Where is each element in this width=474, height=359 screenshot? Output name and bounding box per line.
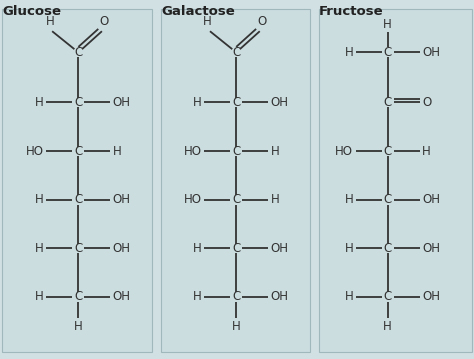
Text: C: C bbox=[383, 242, 392, 255]
FancyBboxPatch shape bbox=[319, 9, 472, 352]
Text: C: C bbox=[74, 194, 82, 206]
Text: H: H bbox=[345, 290, 353, 303]
Text: C: C bbox=[74, 290, 82, 303]
Text: OH: OH bbox=[422, 46, 440, 59]
Text: OH: OH bbox=[271, 290, 289, 303]
Text: C: C bbox=[383, 290, 392, 303]
Text: C: C bbox=[232, 145, 240, 158]
Text: Glucose: Glucose bbox=[2, 5, 61, 18]
Text: H: H bbox=[113, 145, 121, 158]
Text: H: H bbox=[193, 96, 201, 109]
Text: H: H bbox=[46, 15, 54, 28]
Text: OH: OH bbox=[113, 194, 131, 206]
Text: H: H bbox=[203, 15, 212, 28]
Text: O: O bbox=[100, 15, 109, 28]
Text: HO: HO bbox=[183, 194, 201, 206]
Text: C: C bbox=[383, 145, 392, 158]
Text: H: H bbox=[271, 194, 279, 206]
Text: H: H bbox=[383, 18, 392, 31]
Text: H: H bbox=[35, 290, 44, 303]
Text: Galactose: Galactose bbox=[161, 5, 235, 18]
Text: H: H bbox=[345, 194, 353, 206]
Text: H: H bbox=[383, 320, 392, 333]
Text: O: O bbox=[257, 15, 267, 28]
Text: H: H bbox=[271, 145, 279, 158]
Text: C: C bbox=[383, 46, 392, 59]
Text: C: C bbox=[232, 96, 240, 109]
Text: C: C bbox=[232, 242, 240, 255]
Text: H: H bbox=[345, 242, 353, 255]
FancyBboxPatch shape bbox=[161, 9, 310, 352]
Text: HO: HO bbox=[183, 145, 201, 158]
Text: H: H bbox=[345, 46, 353, 59]
Text: C: C bbox=[232, 194, 240, 206]
Text: C: C bbox=[232, 46, 240, 59]
Text: C: C bbox=[383, 96, 392, 109]
Text: HO: HO bbox=[26, 145, 44, 158]
Text: H: H bbox=[232, 320, 240, 333]
Text: OH: OH bbox=[113, 242, 131, 255]
Text: OH: OH bbox=[271, 96, 289, 109]
Text: O: O bbox=[422, 96, 432, 109]
Text: OH: OH bbox=[113, 290, 131, 303]
Text: H: H bbox=[35, 194, 44, 206]
Text: H: H bbox=[74, 320, 82, 333]
Text: C: C bbox=[232, 290, 240, 303]
Text: C: C bbox=[74, 242, 82, 255]
Text: H: H bbox=[193, 290, 201, 303]
Text: H: H bbox=[35, 96, 44, 109]
Text: H: H bbox=[35, 242, 44, 255]
FancyBboxPatch shape bbox=[2, 9, 152, 352]
Text: OH: OH bbox=[422, 194, 440, 206]
Text: C: C bbox=[383, 194, 392, 206]
Text: C: C bbox=[74, 96, 82, 109]
Text: OH: OH bbox=[271, 242, 289, 255]
Text: C: C bbox=[74, 145, 82, 158]
Text: OH: OH bbox=[113, 96, 131, 109]
Text: H: H bbox=[422, 145, 431, 158]
Text: OH: OH bbox=[422, 290, 440, 303]
Text: OH: OH bbox=[422, 242, 440, 255]
Text: HO: HO bbox=[335, 145, 353, 158]
Text: C: C bbox=[74, 46, 82, 59]
Text: H: H bbox=[193, 242, 201, 255]
Text: Fructose: Fructose bbox=[319, 5, 383, 18]
